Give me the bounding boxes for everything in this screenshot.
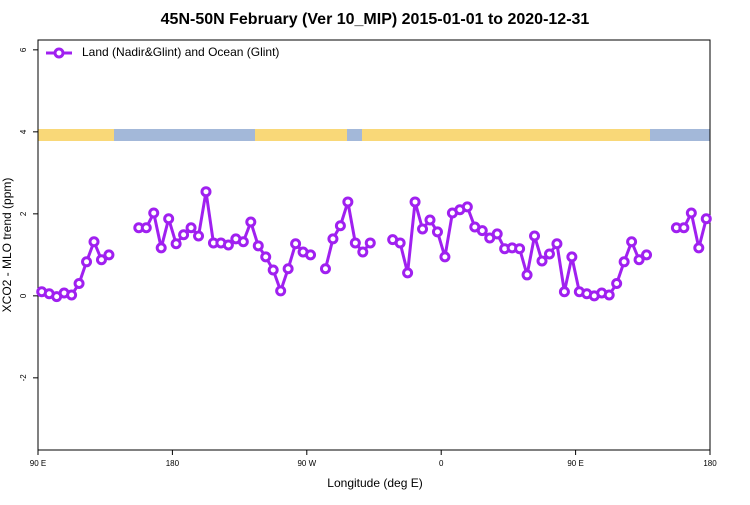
data-line bbox=[41, 237, 110, 299]
data-point bbox=[319, 263, 331, 275]
legend-marker bbox=[53, 47, 65, 59]
data-point bbox=[603, 289, 615, 301]
data-point bbox=[417, 223, 429, 235]
x-tick-label: 0 bbox=[439, 459, 444, 468]
y-tick-label: -2 bbox=[19, 374, 28, 382]
data-point bbox=[178, 229, 190, 241]
data-point bbox=[185, 222, 197, 234]
data-point bbox=[148, 207, 160, 219]
data-point bbox=[334, 220, 346, 232]
data-point bbox=[200, 186, 212, 198]
data-point bbox=[685, 207, 697, 219]
data-point bbox=[514, 243, 526, 255]
data-point bbox=[409, 196, 421, 208]
data-point bbox=[431, 226, 443, 238]
data-point bbox=[237, 236, 249, 248]
data-point bbox=[529, 230, 541, 242]
data-point bbox=[558, 286, 570, 298]
data-point bbox=[282, 263, 294, 275]
data-point bbox=[424, 214, 436, 226]
x-tick-label: 90 E bbox=[30, 459, 46, 468]
plot-frame bbox=[37, 39, 711, 451]
data-point bbox=[626, 236, 638, 248]
data-point bbox=[222, 239, 234, 251]
data-point bbox=[364, 237, 376, 249]
data-point bbox=[618, 256, 630, 268]
data-point bbox=[611, 278, 623, 290]
data-point bbox=[357, 246, 369, 258]
data-point bbox=[88, 236, 100, 248]
data-point bbox=[260, 251, 272, 263]
data-point bbox=[267, 264, 279, 276]
x-tick-label: 90 W bbox=[297, 459, 316, 468]
data-point bbox=[394, 237, 406, 249]
y-axis-label: XCO2 - MLO trend (ppm) bbox=[0, 178, 14, 313]
land-ocean-strip bbox=[38, 129, 710, 141]
data-point bbox=[551, 238, 563, 250]
data-point bbox=[491, 228, 503, 240]
data-point bbox=[521, 269, 533, 281]
data-point bbox=[678, 222, 690, 234]
y-tick-label: 0 bbox=[19, 293, 28, 298]
x-tick-label: 180 bbox=[703, 459, 717, 468]
x-tick-label: 180 bbox=[166, 459, 180, 468]
data-point bbox=[327, 233, 339, 245]
data-point bbox=[566, 251, 578, 263]
chart-title: 45N-50N February (Ver 10_MIP) 2015-01-01… bbox=[161, 11, 590, 28]
data-point bbox=[349, 237, 361, 249]
data-point bbox=[81, 256, 93, 268]
data-point bbox=[439, 251, 451, 263]
data-point bbox=[275, 285, 287, 297]
data-point bbox=[245, 216, 257, 228]
data-point bbox=[66, 289, 78, 301]
y-tick-label: 4 bbox=[19, 129, 28, 134]
data-point bbox=[305, 249, 317, 261]
data-point bbox=[700, 213, 712, 225]
data-point bbox=[193, 230, 205, 242]
data-point bbox=[693, 242, 705, 254]
data-point bbox=[163, 213, 175, 225]
x-tick-label: 90 E bbox=[567, 459, 583, 468]
data-point bbox=[155, 242, 167, 254]
data-point bbox=[461, 201, 473, 213]
data-point bbox=[290, 238, 302, 250]
data-point bbox=[95, 254, 107, 266]
data-point bbox=[103, 249, 115, 261]
data-point bbox=[536, 255, 548, 267]
data-point bbox=[73, 278, 85, 290]
data-point bbox=[633, 254, 645, 266]
data-point bbox=[402, 267, 414, 279]
data-point bbox=[170, 238, 182, 250]
data-point bbox=[252, 240, 264, 252]
data-point bbox=[641, 249, 653, 261]
data-point bbox=[342, 196, 354, 208]
y-tick-label: 6 bbox=[19, 47, 28, 52]
data-point bbox=[543, 248, 555, 260]
data-point bbox=[140, 222, 152, 234]
legend-label: Land (Nadir&Glint) and Ocean (Glint) bbox=[82, 45, 279, 59]
data-point bbox=[476, 225, 488, 237]
x-axis-label: Longitude (deg E) bbox=[327, 476, 422, 490]
y-tick-label: 2 bbox=[19, 211, 28, 216]
